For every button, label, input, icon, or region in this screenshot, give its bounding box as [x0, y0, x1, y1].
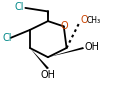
Text: CH₃: CH₃: [86, 16, 100, 25]
Polygon shape: [46, 11, 49, 21]
Text: Cl: Cl: [15, 2, 24, 12]
Text: Cl: Cl: [2, 33, 12, 43]
Polygon shape: [48, 47, 83, 57]
Polygon shape: [30, 48, 49, 69]
Text: O: O: [60, 21, 68, 31]
Text: OH: OH: [40, 70, 55, 80]
Text: OH: OH: [84, 42, 99, 52]
Text: O: O: [80, 15, 88, 25]
